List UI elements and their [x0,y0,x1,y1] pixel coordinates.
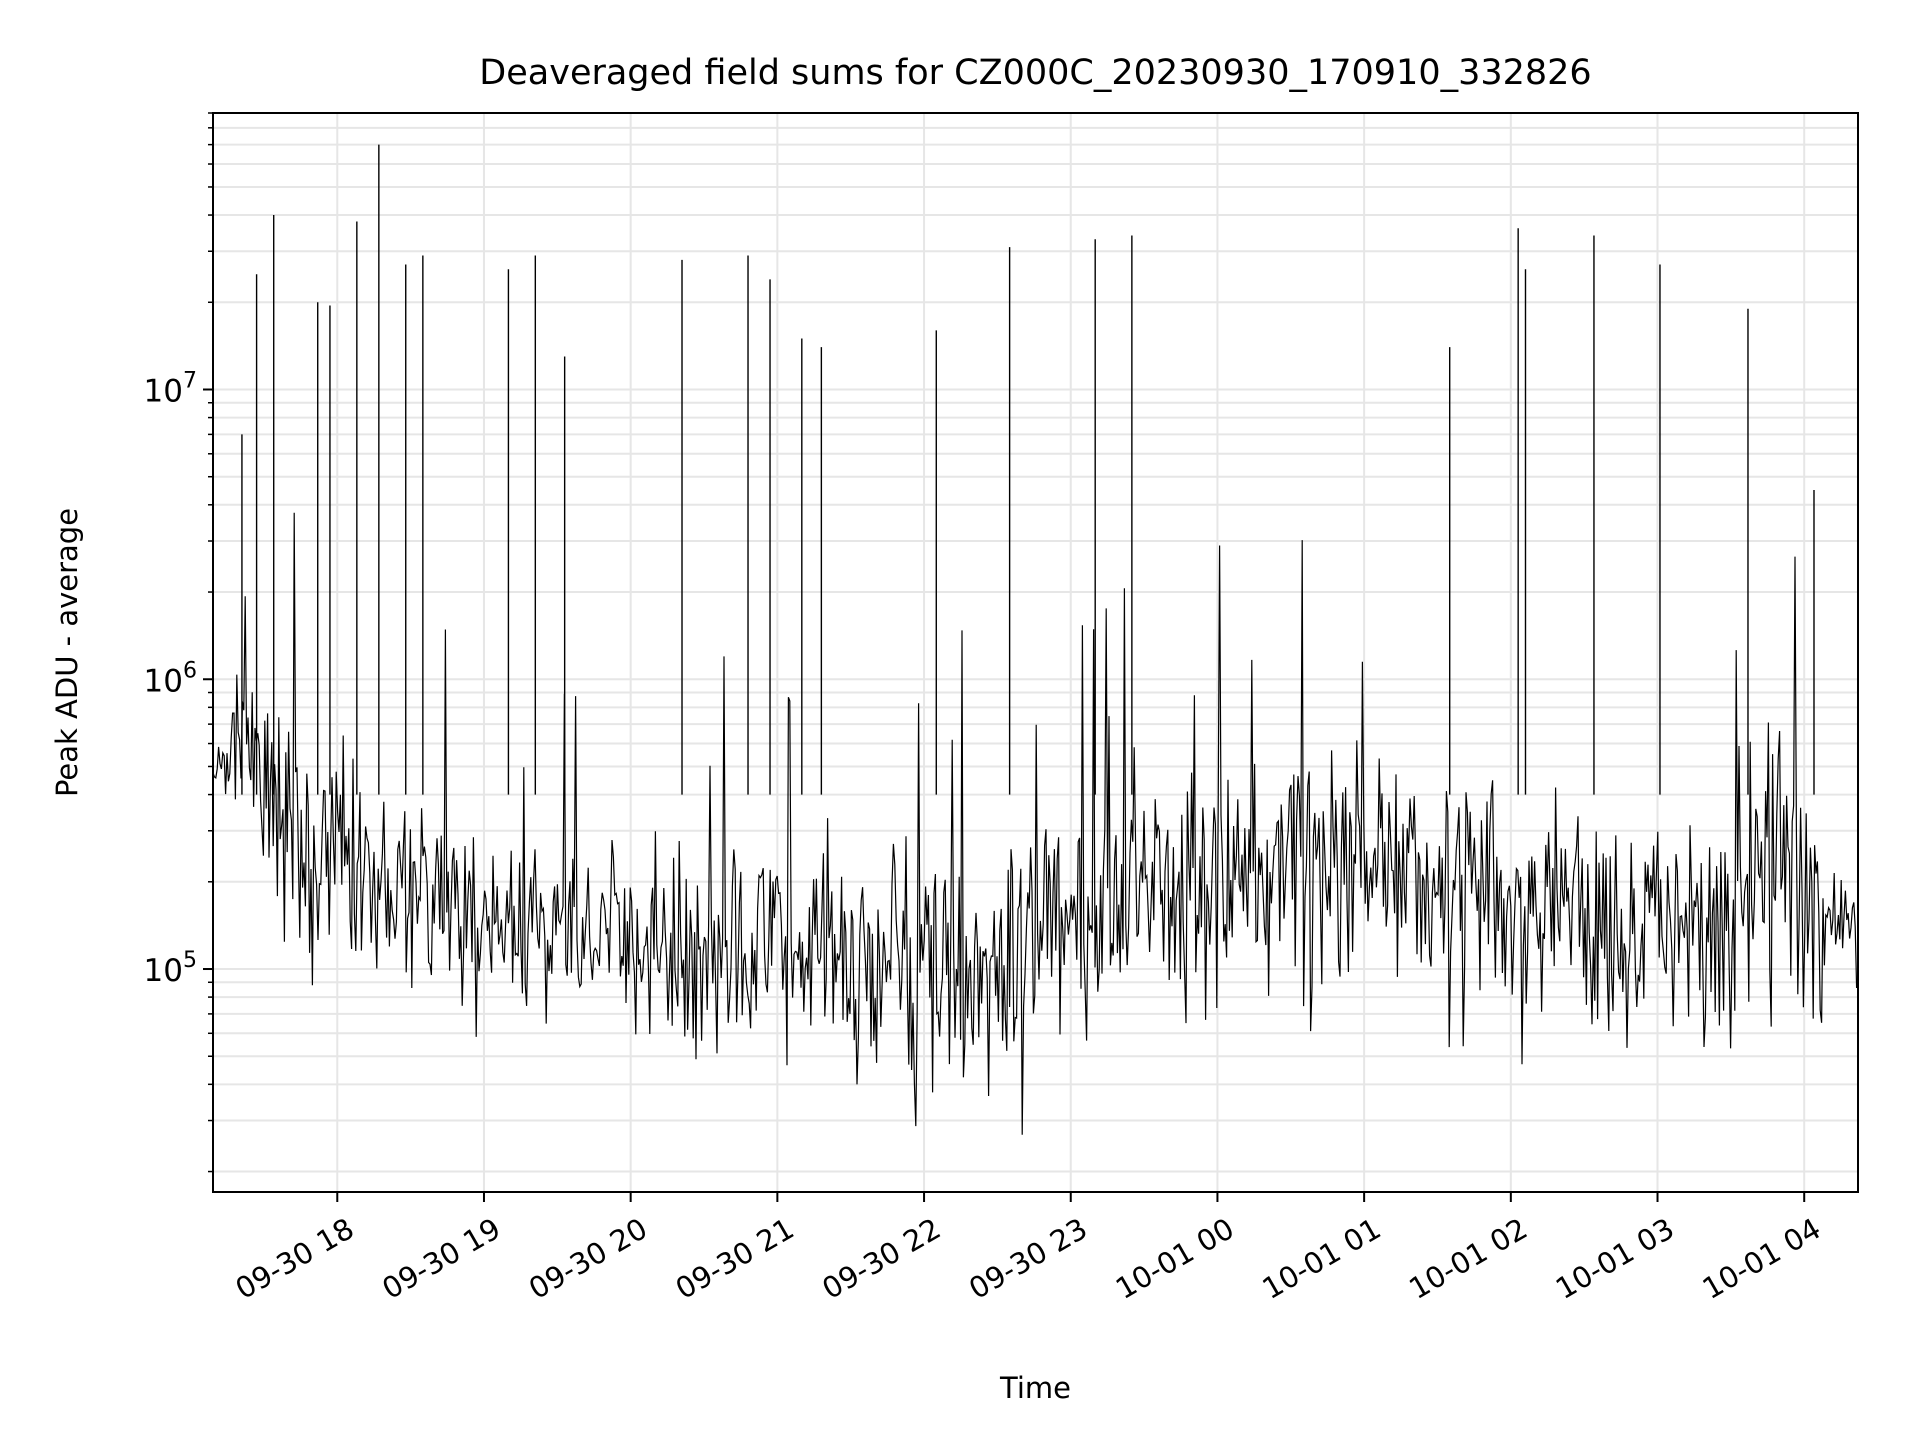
y-tick-label: 105 [144,948,197,989]
data-series [212,144,1858,1135]
y-tick-label: 107 [144,368,197,409]
x-axis-label: Time [999,1371,1071,1405]
chart-title: Deaveraged field sums for CZ000C_2023093… [479,53,1591,93]
series-line [212,512,1858,1135]
y-axis-label: Peak ADU - average [50,508,84,797]
y-tick-label: 106 [144,658,197,699]
plot-frame [212,112,1859,1193]
